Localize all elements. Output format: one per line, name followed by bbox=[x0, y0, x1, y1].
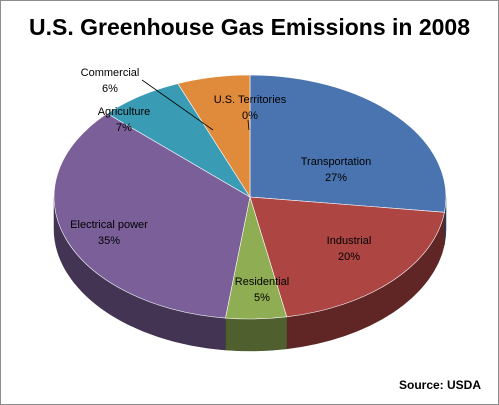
label-name-electrical-power: Electrical power bbox=[70, 219, 148, 231]
leader-line-commercial bbox=[141, 79, 214, 131]
label-agriculture: Agriculture 7% bbox=[98, 106, 151, 134]
label-electrical-power: Electrical power 35% bbox=[70, 219, 148, 247]
label-residential: Residential 5% bbox=[235, 276, 289, 304]
source-note: Source: USDA bbox=[398, 378, 481, 392]
label-value-electrical-power: 35% bbox=[98, 235, 120, 247]
label-value-industrial: 20% bbox=[338, 251, 360, 263]
leader-line-us-territories bbox=[247, 119, 250, 131]
label-value-residential: 5% bbox=[254, 292, 270, 304]
pie-slice-commercial bbox=[177, 74, 251, 199]
pie-top-faces bbox=[53, 74, 447, 320]
pie-side-residential bbox=[225, 316, 287, 352]
label-name-agriculture: Agriculture bbox=[98, 106, 151, 118]
pie-labels: Transportation 27% Industrial 20% Residentia… bbox=[70, 67, 371, 304]
label-value-commercial: 6% bbox=[102, 83, 118, 95]
label-transportation: Transportation 27% bbox=[301, 156, 372, 184]
label-name-commercial: Commercial bbox=[81, 67, 140, 79]
label-value-agriculture: 7% bbox=[116, 122, 132, 134]
label-name-transportation: Transportation bbox=[301, 156, 372, 168]
label-value-transportation: 27% bbox=[325, 172, 347, 184]
chart-title: U.S. Greenhouse Gas Emissions in 2008 bbox=[28, 14, 470, 40]
pie-slice-transportation bbox=[249, 74, 447, 213]
label-u-s-territories: U.S. Territories 0% bbox=[214, 94, 287, 122]
label-name-industrial: Industrial bbox=[327, 235, 372, 247]
label-value-u-s-territories: 0% bbox=[242, 110, 258, 122]
label-name-residential: Residential bbox=[235, 276, 289, 288]
label-commercial: Commercial 6% bbox=[81, 67, 140, 95]
label-name-u-s-territories: U.S. Territories bbox=[214, 94, 287, 106]
label-industrial: Industrial 20% bbox=[327, 235, 372, 263]
pie-slice-electrical-power bbox=[53, 113, 251, 319]
pie-slice-industrial bbox=[249, 196, 445, 318]
